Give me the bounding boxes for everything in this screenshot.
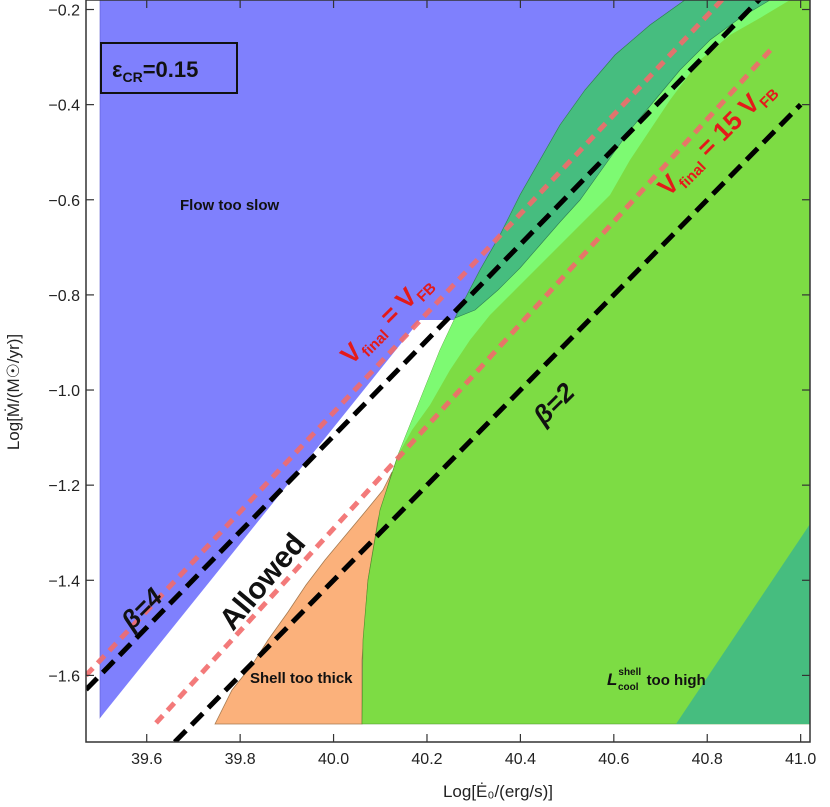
x-tick-label: 40.2 (411, 751, 442, 768)
epsilon-subscript: CR (122, 69, 142, 85)
y-tick-label: −0.2 (48, 3, 80, 20)
label-shell-too-thick: Shell too thick (250, 670, 353, 687)
x-tick-label: 40.8 (692, 751, 723, 768)
y-tick-label: −0.8 (48, 288, 80, 305)
line-red-2 (86, 0, 726, 678)
epsilon-symbol: ε (112, 57, 123, 82)
epsilon-label: εCR=0.15 (112, 57, 198, 85)
region-allowed (100, 320, 500, 742)
label-lcool-too-high: Lshell cool too high (607, 667, 706, 693)
x-tick-label: 40.0 (318, 751, 349, 768)
ticks-layer: 39.6 39.8 40.0 40.2 40.4 40.6 40.8 41.0 −0.2 −0.4… (48, 0, 816, 768)
epsilon-box (100, 42, 238, 94)
x-tick-label: 40.6 (598, 751, 629, 768)
y-axis-title: Log[Ṁ/(M☉/yr)] (4, 334, 23, 450)
x-tick-label: 39.6 (131, 751, 162, 768)
lcool-rest: too high (647, 672, 706, 689)
line-black-0 (86, 0, 763, 692)
y-tick-label: −0.4 (48, 98, 80, 115)
label-flow-too-slow: Flow too slow (180, 197, 279, 214)
y-tick-label: −0.6 (48, 193, 80, 210)
lcool-subscript: cool (618, 682, 639, 693)
x-tick-label: 40.4 (505, 751, 536, 768)
y-tick-label: −1.2 (48, 478, 80, 495)
region-overlap-bottom-right (676, 524, 810, 724)
plot-frame (85, 0, 811, 743)
y-tick-label: −1.4 (48, 573, 80, 590)
lines-layer (86, 0, 803, 742)
line-black-1 (172, 102, 803, 742)
x-tick-label: 39.8 (225, 751, 256, 768)
region-overlap-top (454, 0, 771, 319)
epsilon-value: =0.15 (143, 57, 199, 82)
x-axis-title: Log[Ė₀/(erg/s)] (443, 782, 553, 801)
lcool-superscript: shell (618, 667, 641, 678)
y-tick-label: −1.0 (48, 383, 80, 400)
y-tick-label: −1.6 (48, 668, 80, 685)
lcool-symbol: L (607, 670, 617, 689)
x-tick-label: 41.0 (785, 751, 816, 768)
